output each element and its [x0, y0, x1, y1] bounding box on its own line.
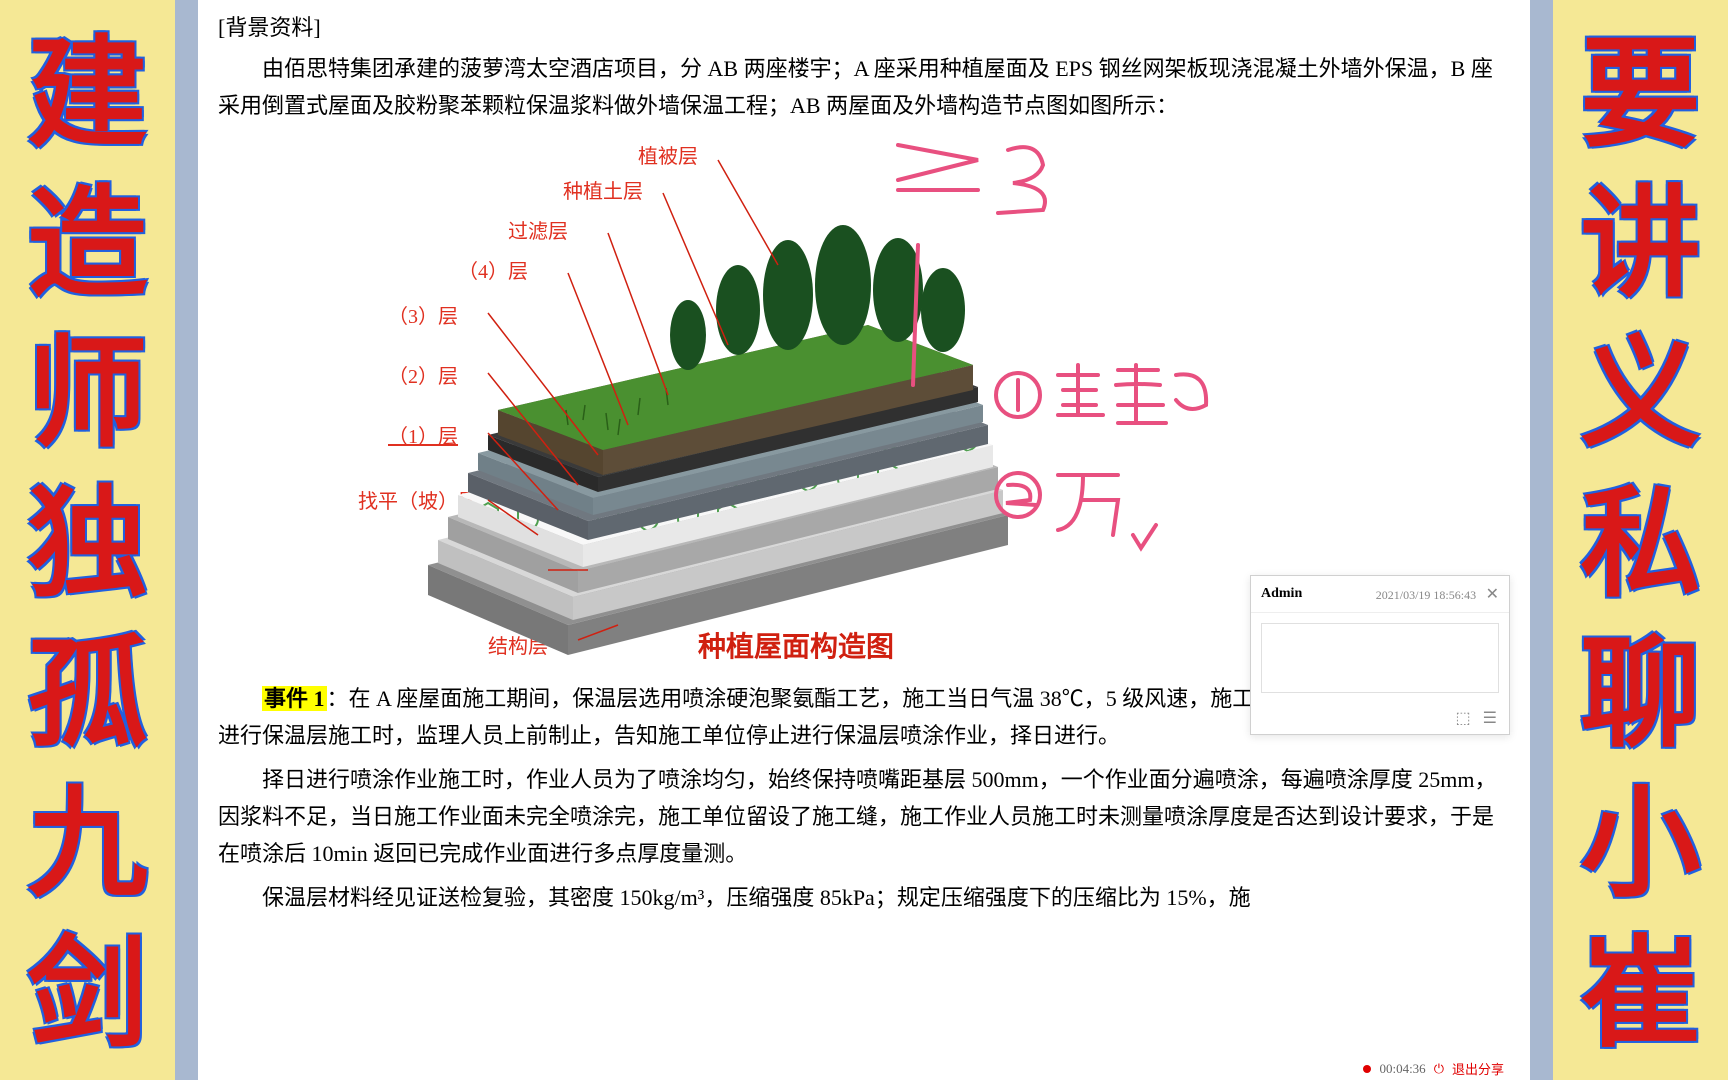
banner-char: 剑	[28, 920, 148, 1070]
close-icon[interactable]: ✕	[1486, 586, 1499, 603]
paragraph-1: 由佰思特集团承建的菠萝湾太空酒店项目，分 AB 两座楼宇；A 座采用种植屋面及 …	[218, 50, 1510, 125]
banner-char: 建	[28, 20, 148, 170]
right-banner: 要 讲 义 私 聊 小 崔	[1553, 0, 1728, 1080]
banner-char: 义	[1581, 320, 1701, 470]
record-icon	[1363, 1065, 1371, 1073]
chat-input[interactable]	[1261, 623, 1499, 693]
paragraph-3: 择日进行喷涂作业施工时，作业人员为了喷涂均匀，始终保持喷嘴距基层 500mm，一…	[218, 761, 1510, 873]
recording-bar: 00:04:36 ⏻ 退出分享	[1357, 1057, 1510, 1080]
chat-footer: ⬚ ☰	[1251, 708, 1509, 728]
banner-char: 小	[1581, 770, 1701, 920]
document-viewport[interactable]: [背景资料] 由佰思特集团承建的菠萝湾太空酒店项目，分 AB 两座楼宇；A 座采…	[198, 0, 1530, 1080]
exit-share-button[interactable]: 退出分享	[1452, 1059, 1504, 1078]
banner-char: 孤	[28, 620, 148, 770]
event-label: 事件 1	[262, 686, 327, 711]
banner-char: 造	[28, 170, 148, 320]
banner-char: 崔	[1581, 920, 1701, 1070]
banner-char: 独	[28, 470, 148, 620]
chat-header: Admin 2021/03/19 18:56:43 ✕	[1251, 576, 1509, 613]
chat-timestamp: 2021/03/19 18:56:43	[1376, 588, 1476, 602]
banner-char: 要	[1581, 20, 1701, 170]
section-header: [背景资料]	[218, 10, 1510, 42]
chat-panel[interactable]: Admin 2021/03/19 18:56:43 ✕ ⬚ ☰	[1250, 575, 1510, 735]
layers-svg	[308, 135, 1088, 665]
timer-text: 00:04:36	[1379, 1061, 1425, 1077]
banner-char: 聊	[1581, 620, 1701, 770]
list-icon[interactable]: ☰	[1483, 708, 1497, 728]
banner-char: 讲	[1581, 170, 1701, 320]
chat-username: Admin	[1261, 586, 1302, 602]
paragraph-4: 保温层材料经见证送检复验，其密度 150kg/m³，压缩强度 85kPa；规定压…	[218, 879, 1510, 916]
banner-char: 师	[28, 320, 148, 470]
banner-char: 私	[1581, 470, 1701, 620]
banner-char: 九	[28, 770, 148, 920]
event-sep: ：	[327, 686, 349, 711]
emoji-icon[interactable]: ⬚	[1456, 708, 1471, 728]
left-banner: 建 造 师 独 孤 九 剑	[0, 0, 175, 1080]
roof-diagram: 植被层 种植土层 过滤层 （4）层 （3）层 （2）层 （1）层 找平（坡）层 …	[218, 135, 1510, 665]
